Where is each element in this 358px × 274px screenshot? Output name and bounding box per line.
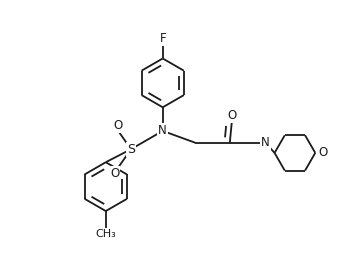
Text: O: O bbox=[113, 119, 123, 132]
Text: S: S bbox=[127, 143, 135, 156]
Text: O: O bbox=[318, 146, 327, 159]
Text: O: O bbox=[227, 109, 237, 122]
Text: N: N bbox=[261, 136, 270, 149]
Text: CH₃: CH₃ bbox=[96, 229, 116, 239]
Text: F: F bbox=[159, 32, 166, 45]
Text: O: O bbox=[110, 167, 120, 180]
Text: N: N bbox=[158, 124, 167, 137]
